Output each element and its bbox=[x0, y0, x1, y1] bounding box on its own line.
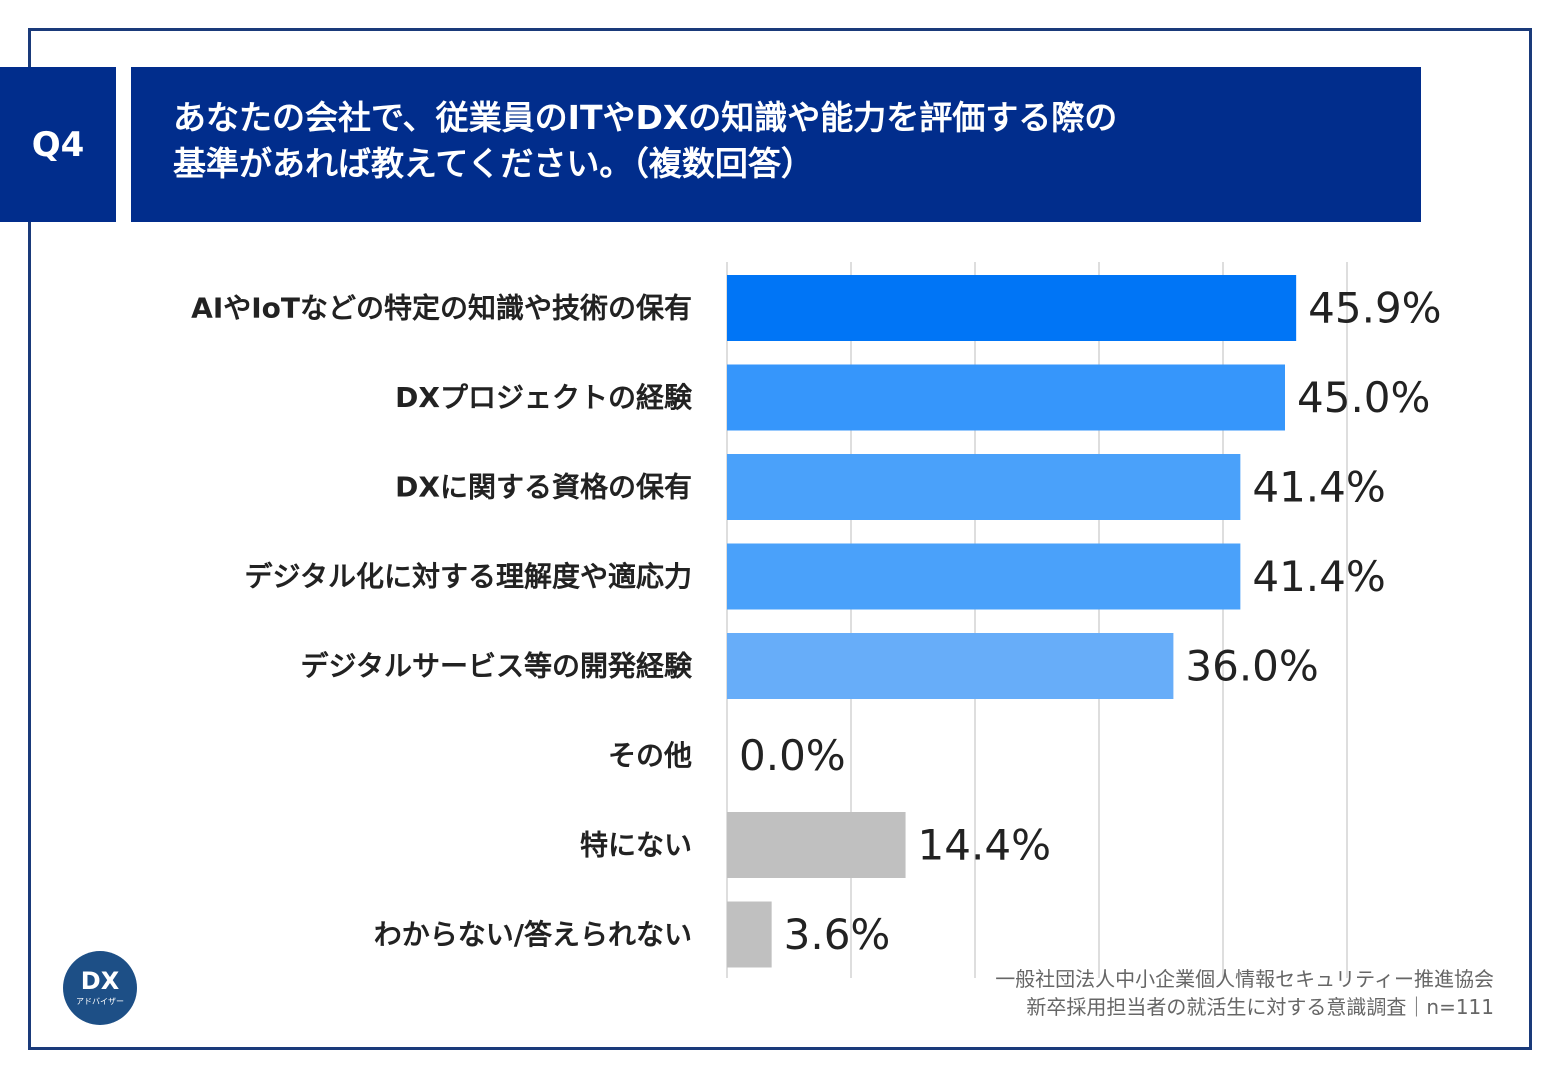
category-label: DXに関する資格の保有 bbox=[395, 471, 692, 504]
question-number: Q4 bbox=[0, 67, 116, 222]
category-label: AIやIoTなどの特定の知識や技術の保有 bbox=[191, 292, 692, 325]
value-label: 14.4% bbox=[918, 821, 1051, 870]
value-label: 45.0% bbox=[1297, 373, 1430, 422]
category-label: デジタル化に対する理解度や適応力 bbox=[245, 560, 692, 593]
value-labels: 45.9% 45.0% 41.4% 41.4% 36.0% 0.0% 14.4% 3.6% bbox=[739, 284, 1442, 960]
value-label: 0.0% bbox=[739, 731, 846, 780]
question-title: あなたの会社で、従業員のITやDXの知識や能力を評価する際の 基準があれば教えて… bbox=[131, 67, 1421, 222]
source-line1: 一般社団法人中小企業個人情報セキュリティー推進協会 bbox=[995, 967, 1494, 991]
category-label: その他 bbox=[608, 739, 692, 772]
bars bbox=[727, 275, 1297, 968]
value-label: 45.9% bbox=[1308, 284, 1441, 333]
value-label: 41.4% bbox=[1252, 463, 1385, 512]
category-labels: AIやIoTなどの特定の知識や技術の保有 DXプロジェクトの経験 DXに関する資格の… bbox=[191, 292, 693, 952]
bar bbox=[727, 633, 1174, 699]
category-label: DXプロジェクトの経験 bbox=[395, 381, 693, 414]
question-title-line2: 基準があれば教えてください。（複数回答） bbox=[173, 144, 814, 183]
value-label: 41.4% bbox=[1252, 552, 1385, 601]
category-label: わからない/答えられない bbox=[374, 918, 692, 951]
value-label: 36.0% bbox=[1185, 642, 1318, 691]
source-line2: 新卒採用担当者の就活生に対する意識調査｜n=111 bbox=[1026, 995, 1494, 1019]
bar bbox=[727, 275, 1297, 341]
category-label: デジタルサービス等の開発経験 bbox=[301, 650, 693, 683]
logo-sub-text: アドバイザー bbox=[76, 997, 124, 1006]
bar bbox=[727, 543, 1241, 610]
logo-main-text: DX bbox=[80, 967, 120, 995]
bar bbox=[727, 454, 1241, 520]
chart-frame bbox=[28, 28, 1532, 1050]
bar bbox=[727, 901, 772, 968]
source-note: 一般社団法人中小企業個人情報セキュリティー推進協会 新卒採用担当者の就活生に対す… bbox=[995, 965, 1494, 1021]
value-label: 3.6% bbox=[784, 910, 891, 959]
category-label: 特にない bbox=[580, 829, 692, 862]
bar bbox=[727, 364, 1285, 431]
dx-advisor-logo: DX アドバイザー bbox=[63, 951, 137, 1025]
question-title-line1: あなたの会社で、従業員のITやDXの知識や能力を評価する際の bbox=[173, 98, 1118, 137]
bar bbox=[727, 812, 906, 878]
